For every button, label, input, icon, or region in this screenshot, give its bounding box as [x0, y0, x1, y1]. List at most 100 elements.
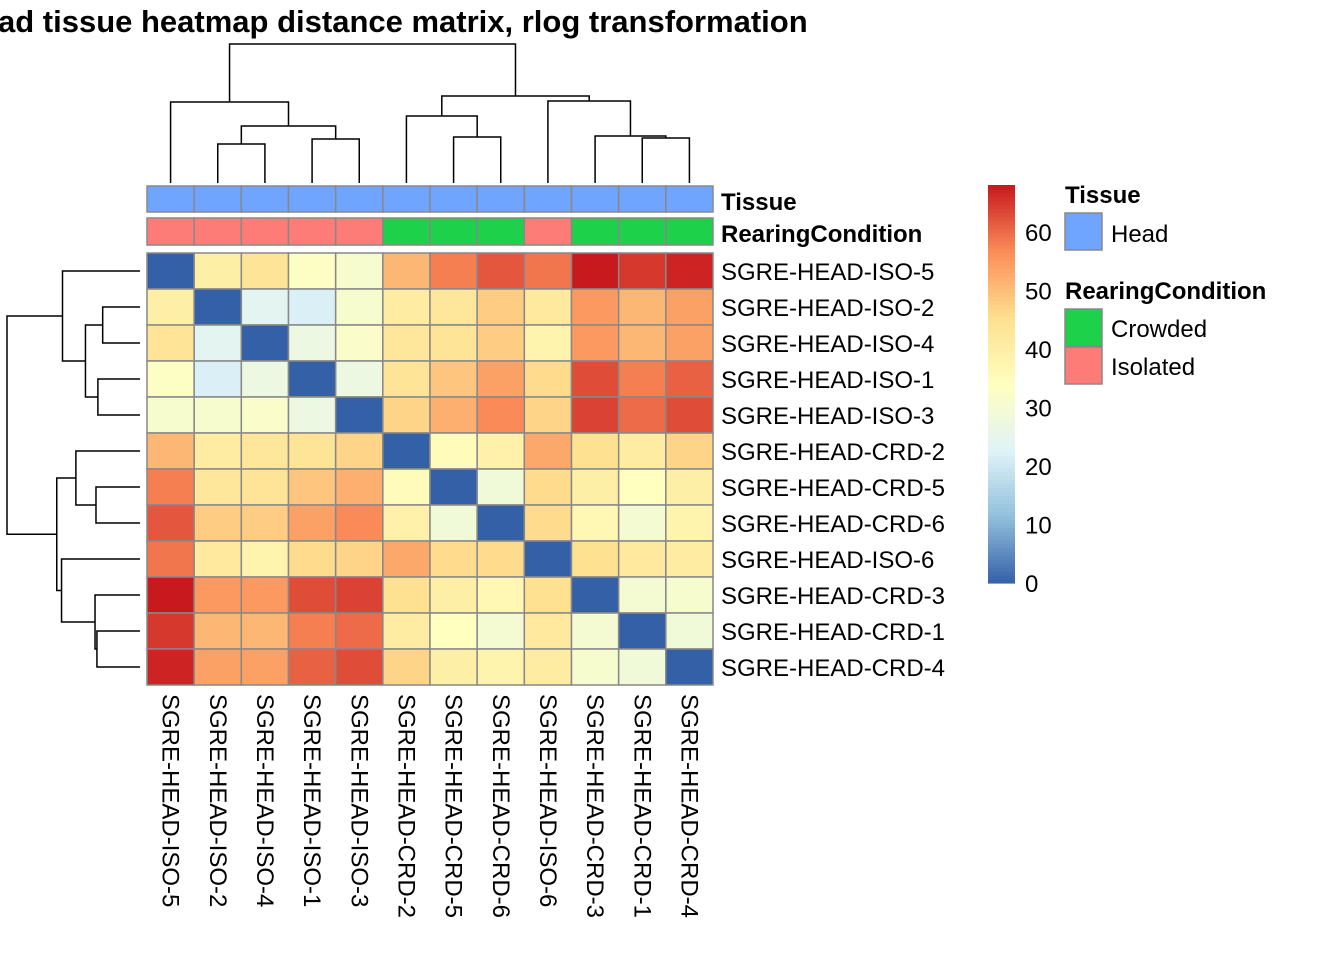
heatmap-cell [570, 396, 620, 434]
chart-title: ad tissue heatmap distance matrix, rlog … [0, 4, 808, 39]
heatmap-cell [193, 612, 243, 650]
heatmap-cell [287, 288, 337, 326]
heatmap-cell [476, 612, 526, 650]
heatmap-cell [193, 360, 243, 398]
colorbar-segment [988, 360, 1015, 365]
row-label: SGRE-HEAD-ISO-1 [721, 367, 934, 394]
heatmap-cell [334, 468, 384, 506]
dendrogram-branch [641, 137, 691, 183]
column-label: SGRE-HEAD-CRD-6 [487, 694, 514, 918]
colorbar-segment [988, 527, 1015, 532]
colorbar-tick-label: 30 [1025, 395, 1052, 422]
heatmap-cell [146, 252, 195, 290]
heatmap-cell [287, 252, 337, 290]
colorbar-segment [988, 563, 1015, 568]
heatmap-cell [240, 576, 290, 614]
colorbar-segment [988, 423, 1015, 429]
heatmap-cell [476, 360, 526, 398]
dendrogram-branch [311, 138, 360, 183]
heatmap-cell [429, 252, 478, 290]
heatmap-cell [146, 648, 195, 686]
heatmap-cell [382, 396, 431, 434]
heatmap-cell [382, 360, 431, 398]
colorbar-tick-label: 60 [1025, 220, 1052, 247]
heatmap-cell [617, 432, 667, 470]
colorbar-segment [988, 475, 1015, 481]
colorbar-segment [988, 559, 1015, 564]
heatmap-cell [570, 612, 620, 650]
heatmap-cell [476, 252, 526, 290]
colorbar-segment [988, 216, 1015, 222]
colorbar-segment [988, 340, 1015, 345]
annotation-cell-rearing [193, 217, 243, 246]
heatmap-cell [240, 648, 290, 686]
colorbar-tick-label: 40 [1025, 337, 1052, 364]
colorbar-segment [988, 284, 1015, 290]
colorbar-segment [988, 372, 1015, 377]
row-label: SGRE-HEAD-ISO-5 [721, 259, 934, 286]
colorbar-segment [988, 439, 1015, 445]
annotation-cell-tissue [382, 185, 431, 213]
colorbar-segment [988, 575, 1015, 580]
colorbar-segment [988, 407, 1015, 413]
annotation-cell-rearing [570, 217, 620, 246]
colorbar-segment [988, 543, 1015, 548]
colorbar-segment [988, 280, 1015, 286]
heatmap-cell [287, 324, 337, 362]
colorbar-segment [988, 268, 1015, 274]
dendrogram-branch [61, 270, 140, 362]
annotation-cell-tissue [193, 185, 243, 213]
colorbar-segment [988, 507, 1015, 512]
heatmap-cell [287, 540, 337, 578]
heatmap-cell [240, 252, 290, 290]
heatmap-cell [617, 324, 667, 362]
heatmap-cell [146, 360, 195, 398]
heatmap-cell [476, 432, 526, 470]
heatmap-cell [429, 360, 478, 398]
colorbar-segment [988, 248, 1015, 254]
colorbar-segment [988, 431, 1015, 437]
colorbar-segment [988, 483, 1015, 489]
colorbar-segment [988, 467, 1015, 473]
heatmap-cell [382, 468, 431, 506]
colorbar-segment [988, 228, 1015, 234]
annotation-cell-tissue [334, 185, 384, 213]
colorbar-segment [988, 208, 1015, 214]
colorbar-segment [988, 316, 1015, 321]
colorbar-segment [988, 399, 1015, 405]
heatmap-cell [476, 396, 526, 434]
colorbar-segment [988, 368, 1015, 373]
heatmap-cell [617, 360, 667, 398]
colorbar-segment [988, 515, 1015, 520]
row-label: SGRE-HEAD-ISO-2 [721, 295, 934, 322]
dendrogram-branch [405, 115, 478, 183]
heatmap-cell [146, 612, 195, 650]
colorbar-segment [988, 391, 1015, 397]
heatmap-cell [570, 576, 620, 614]
heatmap-cell [665, 396, 714, 434]
heatmap-cell [617, 540, 667, 578]
heatmap-cell [570, 504, 620, 542]
heatmap-cell [570, 468, 620, 506]
colorbar-segment [988, 455, 1015, 461]
annotation-cell-tissue [665, 185, 714, 213]
heatmap-cell [193, 432, 243, 470]
annotation-label-tissue: Tissue [721, 189, 797, 216]
heatmap-cell [665, 576, 714, 614]
heatmap-cell [240, 360, 290, 398]
heatmap-cell [665, 468, 714, 506]
heatmap-cell [193, 396, 243, 434]
heatmap-cell [287, 504, 337, 542]
row-label: SGRE-HEAD-CRD-4 [721, 655, 945, 682]
row-label: SGRE-HEAD-ISO-3 [721, 403, 934, 430]
column-label: SGRE-HEAD-ISO-4 [251, 694, 278, 907]
heatmap-cell [523, 432, 573, 470]
heatmap-cell [334, 612, 384, 650]
heatmap-cell [240, 612, 290, 650]
color-legend: 0 10 20 30 40 50 60 [988, 185, 1052, 598]
colorbar-segment [988, 196, 1015, 202]
heatmap-cell [146, 504, 195, 542]
annotation-cell-tissue [476, 185, 526, 213]
colorbar-segment [988, 224, 1015, 230]
